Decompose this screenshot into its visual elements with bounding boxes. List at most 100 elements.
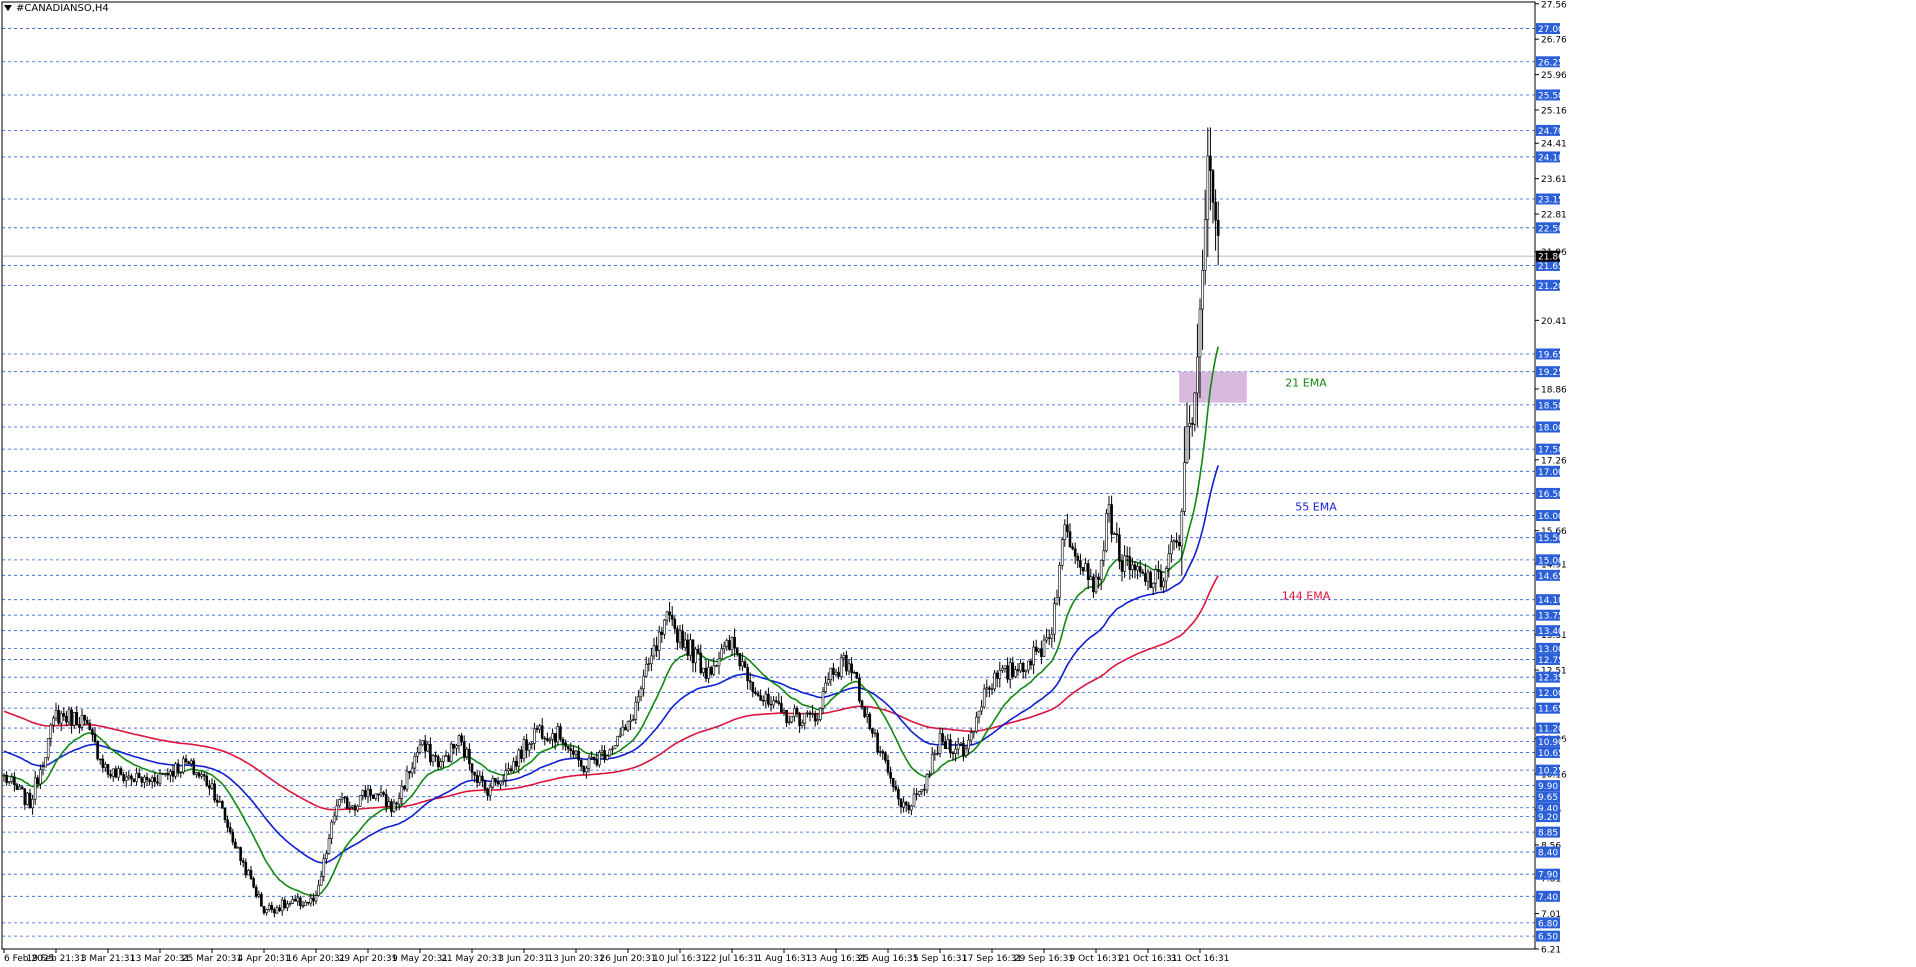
candle [751,681,755,698]
candle [613,744,617,750]
candle-body [447,755,450,762]
candle-body [514,761,518,767]
candle [673,616,677,635]
candle-body [148,779,151,782]
candle-body [826,679,830,684]
candle-body [413,756,417,769]
chart-title[interactable]: #CANADIANSO,H4 [4,3,109,14]
candle [436,754,440,771]
candle-body [1131,564,1134,571]
candle [33,770,37,805]
candle-body [1081,567,1085,572]
candle [228,822,232,835]
level-tag: 12.00 [1536,687,1564,699]
candle-body [587,757,591,769]
candle [275,905,279,914]
candle [377,793,380,802]
candle [65,710,68,727]
candle-body [132,778,136,782]
candle [603,745,606,763]
candle-body [1144,573,1147,582]
candle-body [475,774,479,783]
candle-body [85,719,89,724]
candle-body [1136,566,1139,571]
candle-body [104,764,107,768]
candle-body [538,725,541,730]
level-tag-label: 18.00 [1538,424,1564,434]
level-tag-label: 18.50 [1538,401,1564,411]
candle [988,685,991,698]
candle-body [418,744,422,753]
candle [1089,568,1093,580]
candle [1094,569,1098,595]
level-tag: 17.00 [1536,465,1564,478]
candle-body [54,710,58,719]
candle-body [907,804,911,811]
candle [977,710,981,724]
candle-body [839,657,843,677]
level-tag-bg [1536,846,1560,858]
x-tick-label: 19 Feb 21:31 [26,954,85,963]
level-tag-label: 10.65 [1538,749,1564,759]
level-tag-bg [1536,23,1560,35]
candle-body [579,759,583,767]
y-tick-label: 7.01 [1541,910,1561,920]
candle-body [5,774,8,783]
candle-body [267,905,271,910]
candle-body [465,748,469,758]
level-tag: 27.00 [1536,23,1564,35]
candle-body [582,766,586,773]
x-tick-label: 31 Oct 16:31 [1171,954,1230,963]
candle [824,676,827,694]
candle [221,800,224,809]
candle-body [31,798,34,809]
candle [702,667,705,677]
candle [725,638,729,651]
candle-body [543,737,547,740]
candle-body [335,805,339,817]
candle-body [1060,539,1064,566]
level-tag-bg [1536,642,1560,654]
candle-body [457,735,461,746]
candle-body [179,771,183,774]
candle [657,625,661,660]
candle [889,766,892,784]
candle-body [1063,524,1067,540]
candle-body [733,636,736,649]
candle [46,738,50,761]
candle [348,801,352,814]
candle [338,798,341,808]
candle-body [325,853,328,860]
candle-body [548,738,552,741]
y-tick-label: 8.56 [1541,841,1561,851]
candle-body [785,710,788,724]
x-tick-label: 29 Apr 20:31 [339,954,398,963]
candle-body [975,716,978,732]
candle-body [1040,648,1043,657]
candle-body [288,903,292,905]
candle-body [130,775,133,780]
dropdown-triangle-icon[interactable] [4,5,12,11]
price-axis[interactable]: 27.5626.7625.9625.1624.4123.6122.8121.96… [1535,0,1567,956]
level-tag: 8.85 [1536,826,1560,839]
ema-55-label: 55 EMA [1295,501,1337,514]
candle [761,695,765,706]
ema-144-series [3,575,1219,811]
candle-body [772,700,775,706]
candle [1115,522,1119,543]
level-tag: 18.00 [1536,421,1564,434]
candle [819,707,822,722]
candle-body [80,714,84,728]
candle-body [1151,582,1155,588]
candle [858,673,861,704]
candle [200,771,203,780]
level-tag-bg [1536,465,1560,477]
level-tag-bg [1536,746,1560,758]
candle-body [366,788,370,798]
candle [1201,249,1204,350]
candle [1055,589,1059,606]
candle-body [647,663,651,665]
